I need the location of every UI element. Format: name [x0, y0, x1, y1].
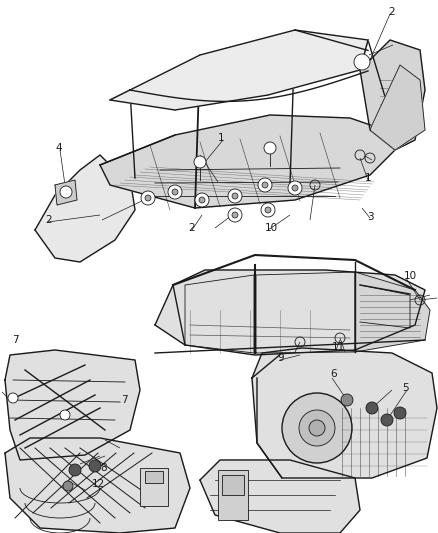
Text: 1: 1: [365, 173, 371, 183]
Circle shape: [195, 193, 209, 207]
Circle shape: [60, 186, 72, 198]
Polygon shape: [155, 270, 425, 355]
Text: 6: 6: [330, 369, 337, 379]
Circle shape: [381, 414, 393, 426]
Circle shape: [282, 393, 352, 463]
Polygon shape: [200, 460, 360, 533]
Circle shape: [309, 420, 325, 436]
Polygon shape: [252, 348, 437, 478]
Text: 8: 8: [100, 463, 106, 473]
Circle shape: [172, 189, 178, 195]
FancyBboxPatch shape: [140, 468, 168, 506]
Circle shape: [366, 402, 378, 414]
Circle shape: [292, 185, 298, 191]
Polygon shape: [5, 350, 140, 460]
Text: 10: 10: [404, 271, 417, 281]
Text: 5: 5: [402, 383, 409, 393]
Circle shape: [262, 182, 268, 188]
Circle shape: [168, 185, 182, 199]
Circle shape: [228, 189, 242, 203]
Polygon shape: [35, 155, 135, 262]
Text: 2: 2: [45, 215, 52, 225]
Polygon shape: [370, 65, 425, 150]
Circle shape: [141, 191, 155, 205]
FancyBboxPatch shape: [145, 471, 163, 483]
Circle shape: [69, 464, 81, 476]
Polygon shape: [5, 438, 190, 533]
Circle shape: [261, 203, 275, 217]
Circle shape: [63, 481, 73, 491]
Circle shape: [354, 54, 370, 70]
Text: 4: 4: [55, 143, 62, 153]
Circle shape: [232, 193, 238, 199]
Circle shape: [60, 410, 70, 420]
Polygon shape: [100, 115, 395, 208]
Text: 12: 12: [92, 479, 105, 489]
Text: 7: 7: [121, 395, 127, 405]
Polygon shape: [110, 30, 368, 110]
Circle shape: [288, 181, 302, 195]
Circle shape: [341, 394, 353, 406]
Polygon shape: [55, 180, 77, 205]
Circle shape: [145, 195, 151, 201]
Text: 1: 1: [218, 133, 225, 143]
Circle shape: [299, 410, 335, 446]
Text: 2: 2: [188, 223, 194, 233]
Text: 7: 7: [12, 335, 19, 345]
Text: 11: 11: [332, 342, 345, 352]
Text: 10: 10: [265, 223, 278, 233]
Circle shape: [232, 212, 238, 218]
Circle shape: [8, 393, 18, 403]
Circle shape: [264, 142, 276, 154]
Circle shape: [89, 460, 101, 472]
Circle shape: [265, 207, 271, 213]
Polygon shape: [355, 272, 430, 352]
Circle shape: [228, 208, 242, 222]
Circle shape: [199, 197, 205, 203]
Text: 9: 9: [277, 353, 284, 363]
Circle shape: [394, 407, 406, 419]
Polygon shape: [360, 40, 425, 150]
Text: 2: 2: [388, 7, 395, 17]
FancyBboxPatch shape: [222, 475, 244, 495]
Circle shape: [258, 178, 272, 192]
Circle shape: [194, 156, 206, 168]
Text: 3: 3: [367, 212, 374, 222]
FancyBboxPatch shape: [218, 470, 248, 520]
